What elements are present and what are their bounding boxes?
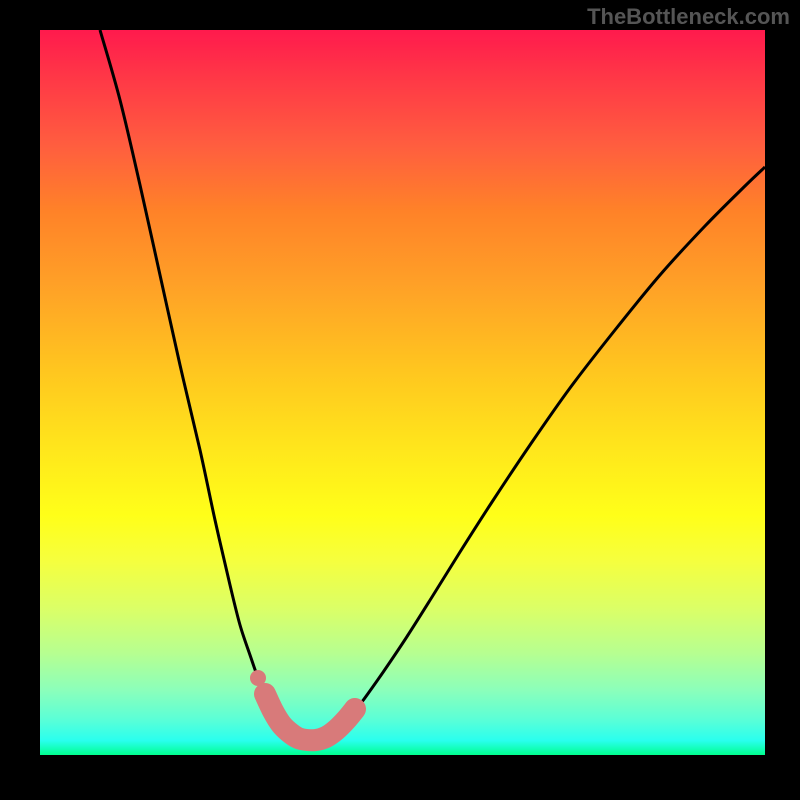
chart-plot-area [40,30,765,755]
trough-highlight-path [265,694,355,740]
trough-dot [250,670,266,686]
main-curve-path [100,30,765,740]
bottleneck-curve-svg [40,30,765,755]
watermark-text: TheBottleneck.com [587,4,790,30]
